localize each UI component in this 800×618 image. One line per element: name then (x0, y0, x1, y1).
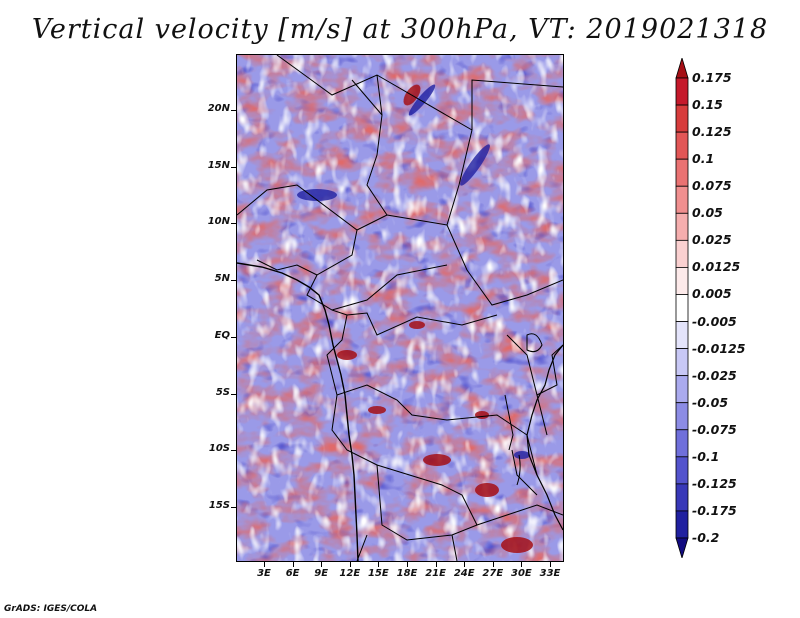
lat-tick (231, 506, 236, 508)
colorbar-label: 0.0125 (692, 259, 741, 275)
colorbar-label: -0.175 (692, 502, 737, 518)
lon-label: 33E (539, 568, 561, 579)
colorbar-segment (675, 375, 689, 404)
colorbar-segment (675, 456, 689, 485)
lon-label: 12E (339, 568, 361, 579)
colorbar-segment (675, 212, 689, 241)
colorbar-segment (675, 294, 689, 322)
lon-tick (435, 562, 437, 567)
lon-label: 15E (368, 568, 389, 579)
lon-label: 18E (396, 568, 418, 579)
colorbar-label: -0.005 (692, 313, 737, 329)
lon-tick (521, 562, 523, 567)
colorbar-label: 0.05 (692, 205, 723, 221)
colorbar-segment (675, 158, 689, 187)
lat-tick (231, 110, 236, 111)
strong-ascent-cores (337, 84, 533, 553)
lon-label: 30E (511, 568, 532, 579)
lat-tick (231, 166, 236, 168)
lon-label: 27E (482, 568, 504, 579)
lon-tick (550, 562, 551, 567)
colorbar-segment (675, 267, 689, 295)
colorbar-label: 0.175 (692, 70, 732, 85)
colorbar-segment (675, 104, 689, 133)
lat-label: 10S (208, 443, 230, 455)
lat-label: 15S (208, 499, 230, 511)
colorbar-segment (675, 185, 689, 214)
lat-tick (231, 393, 236, 395)
colorbar-label: 0.125 (692, 124, 732, 140)
lon-tick (464, 562, 466, 567)
lat-tick (231, 450, 236, 452)
colorbar-segment (675, 510, 689, 539)
lon-label: 21E (425, 568, 446, 579)
colorbar-label: 0.075 (692, 178, 732, 194)
colorbar-segment (675, 483, 689, 512)
colorbar-segment (675, 239, 689, 268)
colorbar-segment (675, 348, 689, 377)
lon-tick (321, 562, 323, 567)
colorbar-label: -0.075 (692, 421, 737, 437)
colorbar-label: 0.1 (692, 151, 715, 167)
lat-label: EQ (214, 329, 230, 341)
lon-tick (492, 562, 494, 567)
lon-tick (407, 562, 408, 567)
lon-label: 3E (257, 568, 271, 579)
colorbar-segment (675, 429, 689, 458)
colorbar-segment (675, 131, 689, 160)
colorbar-label: 0.15 (692, 97, 723, 113)
colorbar-label: 0.025 (692, 232, 732, 248)
velocity-field-neutral (237, 55, 563, 561)
east-coastline (526, 344, 563, 531)
lat-tick (231, 336, 236, 338)
lat-tick (231, 280, 236, 282)
lat-label: 20N (207, 103, 230, 114)
colorbar-label: -0.025 (692, 367, 737, 383)
colorbar-segment (675, 321, 689, 349)
colorbar-label: -0.05 (692, 394, 729, 410)
lon-tick (349, 562, 351, 567)
coastline (237, 262, 359, 561)
lat-label: 10N (207, 216, 230, 228)
lat-label: 15N (207, 159, 230, 171)
lon-label: 24E (453, 568, 475, 579)
country-borders (237, 55, 563, 561)
colorbar-label: -0.0125 (692, 340, 746, 356)
colorbar-segment (675, 77, 689, 106)
colorbar (675, 58, 689, 558)
lon-tick (264, 562, 265, 567)
lon-tick (378, 562, 380, 567)
grads-credit: GrADS: IGES/COLA (4, 604, 98, 614)
lat-label: 5N (214, 273, 230, 285)
lon-label: 9E (314, 568, 329, 579)
lakes (504, 333, 543, 486)
colorbar-segment (675, 58, 689, 79)
colorbar-label: -0.2 (692, 530, 720, 545)
lon-tick (292, 562, 294, 567)
lon-label: 6E (285, 568, 300, 579)
colorbar-segment (675, 402, 689, 431)
colorbar-label: -0.1 (692, 448, 720, 464)
lat-label: 5S (215, 386, 230, 398)
colorbar-label: 0.005 (692, 286, 732, 302)
colorbar-segment (675, 537, 689, 558)
lat-tick (231, 223, 236, 225)
map-title: Vertical velocity [m/s] at 300hPa, VT: 2… (31, 14, 769, 45)
colorbar-label: -0.125 (692, 475, 737, 491)
map-plot-area (236, 54, 564, 562)
